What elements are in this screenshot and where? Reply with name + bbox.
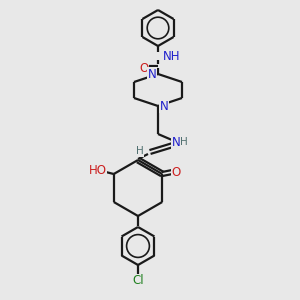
Text: H: H <box>136 146 144 156</box>
Text: N: N <box>148 68 156 80</box>
Text: Cl: Cl <box>132 274 144 287</box>
Text: N: N <box>172 136 180 148</box>
Text: H: H <box>180 137 188 147</box>
Text: NH: NH <box>163 50 181 62</box>
Text: HO: HO <box>89 164 107 178</box>
Text: O: O <box>172 166 181 178</box>
Text: N: N <box>160 100 168 112</box>
Text: O: O <box>140 61 148 74</box>
